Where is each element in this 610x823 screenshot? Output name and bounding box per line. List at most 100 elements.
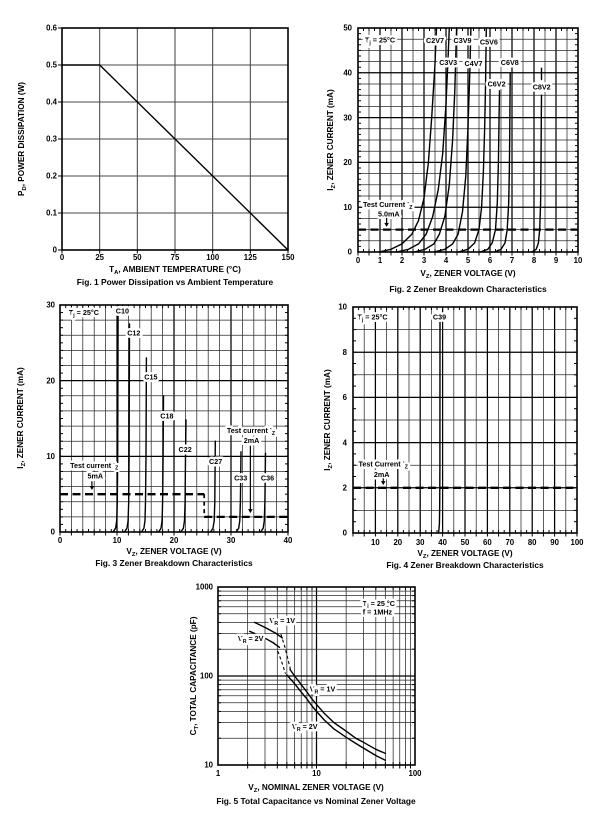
- svg-text:20: 20: [46, 376, 55, 385]
- svg-text:C39: C39: [433, 313, 446, 322]
- svg-text:10: 10: [312, 769, 321, 778]
- svg-text:VR = 2V: VR = 2V: [292, 722, 318, 733]
- fig2-series-C4V7: [433, 27, 472, 253]
- svg-text:IZ, ZENER CURRENT (mA): IZ, ZENER CURRENT (mA): [323, 369, 334, 471]
- svg-text:2mA: 2mA: [374, 470, 390, 479]
- fig3-series-C22: [180, 419, 187, 533]
- fig2-series-C8V2: [531, 94, 543, 253]
- svg-text:6: 6: [488, 256, 493, 265]
- svg-text:f = 1MHz: f = 1MHz: [363, 608, 393, 617]
- svg-text:60: 60: [483, 538, 492, 547]
- svg-text:Tj = 25°C: Tj = 25°C: [365, 36, 395, 47]
- svg-text:20: 20: [170, 536, 179, 545]
- svg-text:C8V2: C8V2: [533, 83, 551, 92]
- svg-text:C6V8: C6V8: [501, 58, 519, 67]
- svg-text:2mA: 2mA: [244, 436, 260, 445]
- svg-text:Tj = 25°C: Tj = 25°C: [69, 308, 99, 319]
- svg-text:10: 10: [371, 538, 380, 547]
- svg-text:0.6: 0.6: [46, 24, 58, 33]
- svg-text:50: 50: [461, 538, 470, 547]
- fig1-series-power-derating: [61, 64, 289, 251]
- svg-text:10: 10: [574, 256, 583, 265]
- fig3-series-C36: [259, 452, 267, 533]
- svg-text:1: 1: [216, 769, 221, 778]
- svg-text:10: 10: [46, 452, 55, 461]
- svg-text:VZ, ZENER VOLTAGE (V): VZ, ZENER VOLTAGE (V): [420, 269, 515, 280]
- svg-text:Test Current IZ: Test Current IZ: [363, 200, 413, 211]
- fig5-series-VR1-dashed-transition: [280, 634, 292, 670]
- svg-text:C3V3: C3V3: [439, 58, 457, 67]
- svg-text:0: 0: [343, 529, 348, 538]
- svg-text:0: 0: [58, 536, 63, 545]
- fig5-series-VR1-main-curve: [289, 668, 386, 755]
- svg-text:TA, AMBIENT TEMPERATURE (°C): TA, AMBIENT TEMPERATURE (°C): [109, 265, 241, 276]
- svg-text:Test Current IZ: Test Current IZ: [359, 460, 409, 471]
- svg-text:10: 10: [343, 203, 352, 212]
- fig2-series-C3V3: [395, 27, 450, 253]
- svg-text:0: 0: [356, 256, 361, 265]
- fig5-caption: Fig. 5 Total Capacitance vs Nominal Zene…: [216, 796, 416, 806]
- svg-text:C12: C12: [127, 328, 140, 337]
- fig5-series-VR1-upper-segment: [253, 621, 283, 639]
- fig5-series-VR2-main-curve: [286, 674, 386, 761]
- svg-text:VR = 2V: VR = 2V: [238, 634, 264, 645]
- svg-text:0: 0: [60, 253, 65, 262]
- svg-text:Tj = 25°C: Tj = 25°C: [357, 313, 387, 324]
- svg-text:125: 125: [244, 253, 258, 262]
- svg-text:75: 75: [171, 253, 180, 262]
- fig2-series-C3V9: [413, 27, 458, 253]
- svg-text:50: 50: [133, 253, 142, 262]
- svg-text:30: 30: [227, 536, 236, 545]
- svg-text:0: 0: [348, 248, 353, 257]
- svg-text:C10: C10: [116, 307, 129, 316]
- svg-text:0.3: 0.3: [46, 135, 58, 144]
- fig2-series-C5V6: [457, 27, 487, 253]
- svg-text:50: 50: [343, 24, 352, 33]
- svg-text:VZ, ZENER VOLTAGE (V): VZ, ZENER VOLTAGE (V): [126, 547, 221, 558]
- svg-text:1000: 1000: [196, 583, 214, 592]
- svg-text:C36: C36: [261, 474, 274, 483]
- svg-text:4: 4: [343, 438, 348, 447]
- svg-text:IZ, ZENER CURRENT (mA): IZ, ZENER CURRENT (mA): [326, 89, 337, 191]
- svg-text:40: 40: [343, 69, 352, 78]
- svg-text:C6V2: C6V2: [488, 79, 506, 88]
- fig1-chart: 0 25 50 75 100 125 150 0 0.1 0.2 0.3 0.4 0.5 0.6 TA, A…: [17, 24, 295, 277]
- svg-text:100: 100: [570, 538, 584, 547]
- svg-text:C3V9: C3V9: [454, 36, 472, 45]
- fig1-caption: Fig. 1 Power Dissipation vs Ambient Temp…: [76, 277, 274, 287]
- svg-text:PD, POWER DISSIPATION (W): PD, POWER DISSIPATION (W): [17, 82, 28, 196]
- svg-text:30: 30: [46, 301, 55, 310]
- fig4-chart: 10 20 30 40 50 60 70 80 90 100 0 2 4 6 8 10 VZ, ZENER VO…: [323, 303, 584, 561]
- fig3-series-C12: [123, 323, 131, 533]
- svg-text:20: 20: [343, 158, 352, 167]
- svg-text:0.2: 0.2: [46, 172, 58, 181]
- svg-text:2: 2: [343, 484, 348, 493]
- fig4-series-C39: [437, 313, 441, 534]
- svg-text:9: 9: [554, 256, 559, 265]
- svg-text:C2V7: C2V7: [426, 36, 444, 45]
- fig2-series-C6V8: [493, 72, 511, 253]
- svg-text:2: 2: [400, 256, 405, 265]
- svg-text:0.1: 0.1: [46, 209, 58, 218]
- svg-text:40: 40: [438, 538, 447, 547]
- svg-text:VZ, ZENER VOLTAGE (V): VZ, ZENER VOLTAGE (V): [417, 549, 512, 560]
- svg-text:0: 0: [53, 246, 58, 255]
- svg-text:70: 70: [505, 538, 514, 547]
- svg-text:CT, TOTAL CAPACITANCE (pF): CT, TOTAL CAPACITANCE (pF): [189, 616, 200, 735]
- svg-text:C27: C27: [209, 457, 222, 466]
- svg-text:20: 20: [393, 538, 402, 547]
- svg-text:5: 5: [466, 256, 471, 265]
- svg-text:10: 10: [113, 536, 122, 545]
- fig2-series-C2V7: [378, 27, 438, 253]
- svg-text:C4V7: C4V7: [465, 59, 483, 68]
- fig4-caption: Fig. 4 Zener Breakdown Characteristics: [386, 560, 544, 570]
- svg-text:VR = 1V: VR = 1V: [310, 685, 336, 696]
- svg-text:80: 80: [528, 538, 537, 547]
- fig3-series-C10: [112, 304, 119, 533]
- svg-text:7: 7: [510, 256, 514, 265]
- fig3-series-C33: [235, 451, 242, 533]
- fig3-caption: Fig. 3 Zener Breakdown Characteristics: [95, 558, 253, 568]
- svg-text:C22: C22: [179, 445, 192, 454]
